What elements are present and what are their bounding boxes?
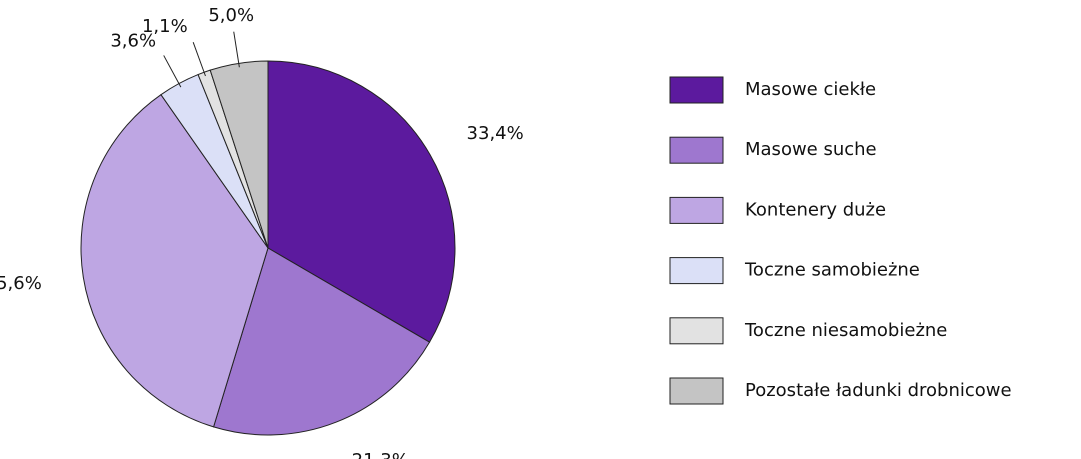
legend-label: Pozostałe ładunki drobnicowe — [745, 380, 1012, 401]
legend-label: Masowe suche — [745, 139, 877, 160]
data-label: 33,4% — [467, 123, 524, 144]
legend-label: Toczne niesamobieżne — [744, 320, 947, 341]
legend-swatch — [669, 317, 724, 345]
legend-label: Masowe ciekłe — [745, 79, 876, 100]
legend-label: Kontenery duże — [745, 199, 886, 220]
data-label: 1,1% — [142, 16, 188, 37]
legend-swatch — [669, 76, 724, 104]
data-label: 35,6% — [0, 273, 42, 294]
pie-slice — [212, 247, 431, 436]
legend-swatch — [669, 257, 724, 285]
leader-line — [233, 31, 240, 68]
leader-line — [192, 42, 206, 77]
legend-swatch — [669, 136, 724, 164]
pie-slice — [267, 60, 456, 343]
pie-slice — [80, 93, 269, 428]
legend-swatch — [669, 377, 724, 405]
legend-label: Toczne samobieżne — [744, 260, 920, 281]
data-label: 5,0% — [208, 5, 254, 26]
data-label: 21,3% — [352, 450, 409, 459]
data-label: 3,6% — [110, 30, 156, 51]
legend-swatch — [669, 196, 724, 224]
leader-line — [163, 55, 182, 88]
